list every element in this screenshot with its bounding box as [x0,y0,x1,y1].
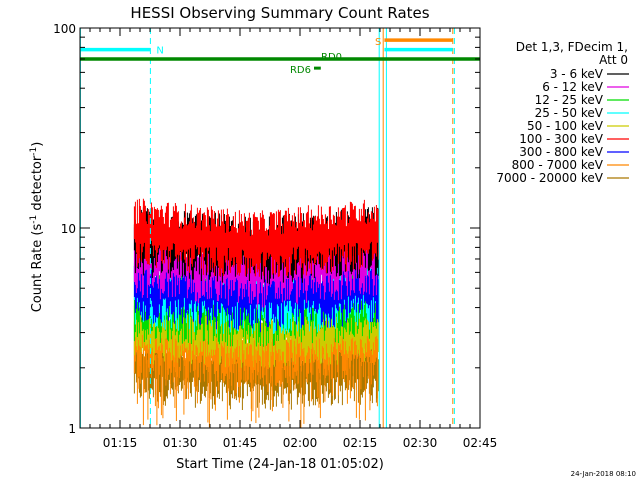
y-axis-label: Count Rate (s-1 detector-1) [29,142,45,313]
flag-label-2: RD6 [290,65,311,76]
flag-label-1: RD0 [321,52,342,63]
footer-date: 24-Jan-2018 08:10 [571,470,636,478]
series-line-5 [133,198,379,278]
flag-label-0: N [156,46,163,57]
y-tick-label: 10 [61,222,76,236]
legend-entry-label: 25 - 50 keV [535,106,604,120]
x-tick-label: 01:30 [163,436,198,450]
y-axis-label-part: detector [30,155,45,215]
y-tick-label: 1 [68,422,76,436]
legend-header-line-1: Det 1,3, FDecim 1, [516,40,628,54]
legend-entry-label: 3 - 6 keV [550,67,604,81]
legend-entry-label: 12 - 25 keV [535,93,604,107]
y-axis-label-superscript: -1 [29,147,39,156]
x-tick-label: 02:00 [283,436,318,450]
legend-header-line-2: Att 0 [599,53,628,67]
y-axis-label-part: Count Rate (s [30,224,45,313]
axes: 1 10 100 01:15 01:30 01:45 02:00 02:15 02:30 02:4… [53,22,497,450]
y-axis-label-superscript: -1 [29,215,39,224]
y-axis-label-part: ) [30,142,45,147]
chart-title: HESSI Observing Summary Count Rates [130,4,429,22]
plot-area: N RD0 RD6 S [79,28,480,428]
legend-entry-label: 300 - 800 keV [519,145,603,159]
x-axis-label: Start Time (24-Jan-18 01:05:02) [176,457,384,472]
x-tick-label: 02:45 [463,436,498,450]
x-tick-label: 01:15 [103,436,138,450]
y-tick-label: 100 [53,22,76,36]
legend-entry-label: 50 - 100 keV [527,119,604,133]
x-tick-label: 02:30 [403,436,438,450]
legend-entry-label: 100 - 300 keV [519,132,603,146]
legend-entry-label: 7000 - 20000 keV [496,171,603,185]
flag-label-3: S [375,37,381,48]
x-tick-label: 01:45 [223,436,258,450]
x-tick-label: 02:15 [343,436,378,450]
legend-entry-label: 6 - 12 keV [542,80,604,94]
series-spikes-800-7000 [136,345,378,428]
legend-entry-label: 800 - 7000 keV [512,158,604,172]
